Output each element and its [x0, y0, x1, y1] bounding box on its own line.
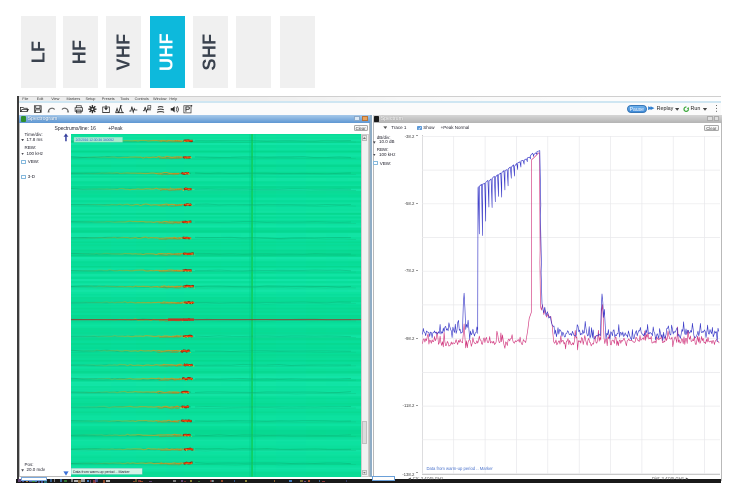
svg-text:Data from warm-up period .. Ma: Data from warm-up period .. Marker [73, 470, 130, 474]
svg-text:2/2/2016 12:30:36 340052: 2/2/2016 12:30:36 340052 [75, 138, 113, 142]
